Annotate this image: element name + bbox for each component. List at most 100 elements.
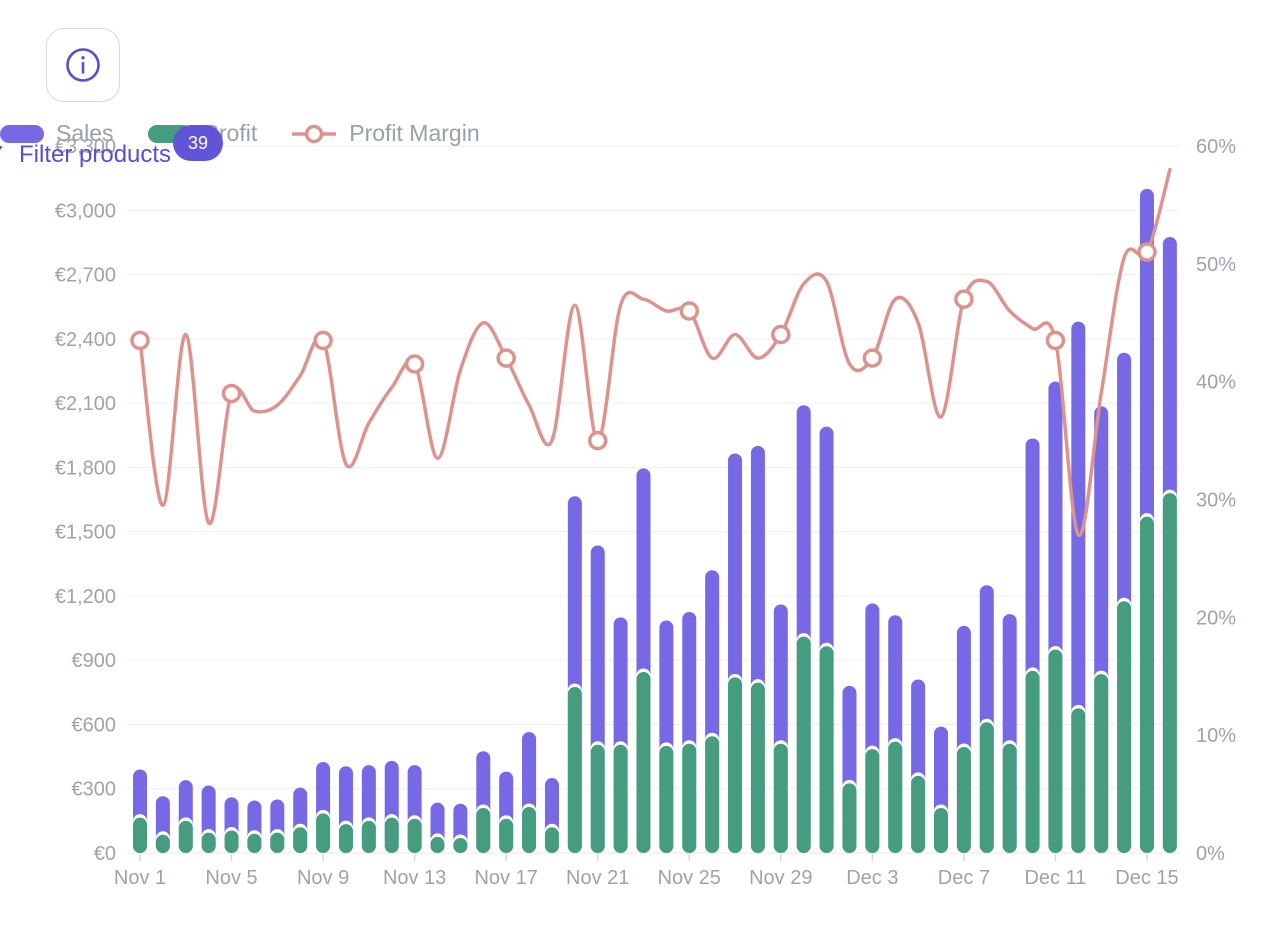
profit-margin-point[interactable] — [679, 301, 700, 321]
profit-margin-point[interactable] — [862, 348, 883, 368]
legend-label-profit-margin: Profit Margin — [349, 120, 480, 146]
profit-bar[interactable] — [1162, 493, 1177, 853]
profit-margin-point[interactable] — [313, 330, 333, 351]
profit-bar[interactable] — [224, 830, 239, 853]
svg-text:€1,500: €1,500 — [55, 522, 116, 544]
svg-text:Nov 5: Nov 5 — [205, 867, 257, 889]
info-icon — [66, 48, 100, 82]
svg-text:€2,100: €2,100 — [55, 393, 116, 415]
bars — [133, 188, 1177, 853]
profit-margin-point[interactable] — [496, 348, 516, 368]
profit-bar[interactable] — [613, 744, 628, 853]
y-axis-right: 0% 10% 20% 30% 40% 50% 60% — [1196, 136, 1236, 865]
svg-text:Dec 3: Dec 3 — [846, 867, 898, 889]
profit-bar[interactable] — [1002, 743, 1017, 853]
profit-margin-point[interactable] — [221, 383, 242, 404]
profit-bar[interactable] — [911, 775, 926, 853]
profit-margin-point[interactable] — [771, 324, 791, 345]
profit-bar[interactable] — [705, 736, 720, 853]
svg-text:20%: 20% — [1196, 607, 1236, 629]
profit-bar[interactable] — [1071, 708, 1086, 853]
profit-margin-point[interactable] — [404, 354, 425, 374]
profit-margin-swatch — [291, 123, 337, 145]
svg-text:60%: 60% — [1196, 136, 1236, 158]
profit-margin-point[interactable] — [1137, 242, 1157, 262]
filter-products-button[interactable]: Filter products 39 — [0, 125, 224, 169]
svg-text:10%: 10% — [1196, 725, 1236, 747]
svg-text:€1,200: €1,200 — [55, 586, 116, 608]
profit-margin-line — [138, 167, 1172, 537]
profit-bar[interactable] — [842, 783, 857, 853]
profit-bar[interactable] — [155, 834, 170, 853]
svg-text:€1,800: €1,800 — [55, 457, 116, 479]
profit-margin-point[interactable] — [130, 330, 150, 351]
svg-text:Nov 29: Nov 29 — [749, 867, 812, 889]
legend-item-profit-margin[interactable]: Profit Margin — [291, 120, 480, 147]
profit-bar[interactable] — [407, 818, 422, 853]
profit-bar[interactable] — [293, 827, 308, 853]
svg-text:30%: 30% — [1196, 490, 1236, 512]
profit-bar[interactable] — [1025, 670, 1040, 853]
profit-bar[interactable] — [659, 745, 674, 853]
legend-label-sales: Sales — [56, 120, 114, 146]
profit-bar[interactable] — [773, 743, 788, 853]
profit-margin-point[interactable] — [1045, 330, 1066, 351]
svg-text:€3,000: €3,000 — [55, 200, 116, 222]
legend-item-sales[interactable]: Sales — [0, 120, 114, 147]
profit-bar[interactable] — [979, 722, 994, 853]
profit-bar[interactable] — [544, 827, 559, 853]
profit-bar[interactable] — [499, 818, 514, 853]
profit-bar[interactable] — [636, 671, 651, 853]
profit-bar[interactable] — [476, 808, 491, 853]
profit-bar[interactable] — [1094, 674, 1109, 853]
profit-bar[interactable] — [316, 813, 331, 853]
profit-bar[interactable] — [865, 749, 880, 853]
svg-text:€2,400: €2,400 — [55, 329, 116, 351]
svg-text:Nov 13: Nov 13 — [383, 867, 446, 889]
profit-bar[interactable] — [1139, 516, 1154, 853]
profit-bar[interactable] — [796, 636, 811, 853]
profit-bar[interactable] — [956, 746, 971, 853]
profit-bar[interactable] — [201, 832, 216, 853]
profit-bar[interactable] — [1048, 649, 1063, 853]
svg-text:50%: 50% — [1196, 254, 1236, 276]
svg-text:40%: 40% — [1196, 372, 1236, 394]
profit-bar[interactable] — [453, 838, 468, 853]
profit-bar[interactable] — [270, 832, 285, 853]
svg-text:0%: 0% — [1196, 843, 1225, 865]
svg-text:Nov 17: Nov 17 — [474, 867, 537, 889]
profit-bar[interactable] — [361, 820, 376, 853]
gridlines — [128, 145, 1180, 854]
profit-bar[interactable] — [750, 682, 765, 853]
filter-badge: 39 — [173, 125, 224, 161]
profit-bar[interactable] — [819, 646, 834, 853]
profit-bar[interactable] — [247, 833, 262, 853]
profit-bar[interactable] — [1117, 601, 1132, 853]
svg-text:Nov 1: Nov 1 — [114, 867, 166, 889]
profit-bar[interactable] — [522, 806, 537, 853]
info-button[interactable] — [46, 28, 120, 102]
profit-bar[interactable] — [430, 836, 445, 853]
svg-text:Nov 9: Nov 9 — [297, 867, 349, 889]
line-marker-icon — [292, 124, 337, 143]
profit-bar[interactable] — [728, 677, 743, 853]
svg-text:€300: €300 — [72, 779, 117, 801]
svg-text:Dec 11: Dec 11 — [1024, 867, 1086, 889]
profit-margin-point[interactable] — [954, 289, 974, 309]
y-axis-left: €0 €300 €600 €900 €1,200 €1,500 €1,800 €2,100 €2… — [55, 136, 116, 865]
profit-bar[interactable] — [384, 817, 399, 853]
svg-text:€3,300: €3,300 — [55, 136, 116, 158]
profit-bar[interactable] — [934, 808, 949, 853]
svg-text:€2,700: €2,700 — [55, 265, 116, 287]
profit-bar[interactable] — [338, 824, 353, 853]
profit-bar[interactable] — [133, 817, 147, 853]
filter-label: Filter products — [19, 141, 172, 168]
profit-bar[interactable] — [888, 741, 903, 853]
profit-bar[interactable] — [567, 686, 582, 853]
profit-bar[interactable] — [682, 743, 697, 853]
profit-margin-point[interactable] — [587, 430, 608, 451]
profit-bar[interactable] — [178, 820, 193, 853]
profit-bar[interactable] — [590, 744, 605, 853]
svg-text:Dec 15: Dec 15 — [1115, 867, 1178, 889]
